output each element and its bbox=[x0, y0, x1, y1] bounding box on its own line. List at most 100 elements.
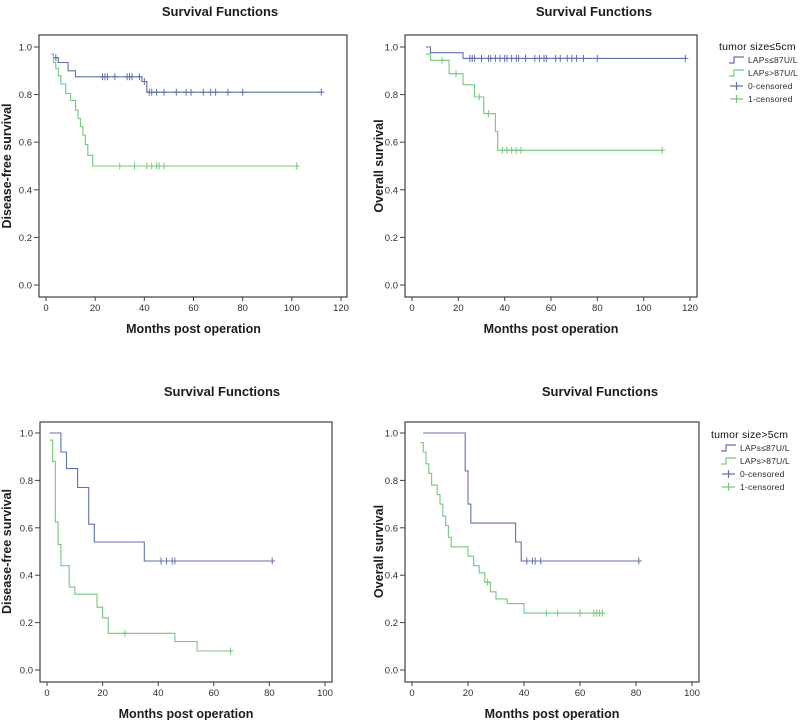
censor-mark bbox=[163, 557, 170, 565]
x-axis-label: Months post operation bbox=[484, 322, 619, 336]
plus-censor-icon bbox=[722, 470, 735, 478]
legend-tumor-size-gt5cm: tumor size>5cm LAPs≤87U/L LAPs>87U/L 0-c… bbox=[711, 429, 790, 493]
survival-curve-low-laps bbox=[49, 432, 273, 562]
censor-mark bbox=[478, 54, 485, 62]
y-tick-label: 0.8 bbox=[385, 476, 398, 487]
censor-mark bbox=[153, 88, 160, 96]
survival-curve-high-laps bbox=[425, 53, 663, 151]
step-line-icon bbox=[729, 69, 744, 77]
x-tick-label: 0 bbox=[409, 303, 414, 314]
censor-mark bbox=[485, 110, 492, 118]
censor-mark bbox=[453, 70, 460, 78]
y-tick-label: 0.4 bbox=[385, 571, 398, 582]
legend-item: LAPs≤87U/L bbox=[711, 442, 790, 454]
y-tick-label: 0.0 bbox=[20, 666, 33, 677]
legend-item: 1-censored bbox=[719, 93, 798, 105]
censor-mark bbox=[659, 146, 666, 154]
censor-mark bbox=[104, 73, 111, 81]
x-tick-label: 100 bbox=[317, 688, 333, 699]
y-tick-label: 0.6 bbox=[385, 138, 398, 149]
censor-mark bbox=[523, 557, 530, 565]
x-axis-label: Months post operation bbox=[126, 322, 261, 336]
censor-mark bbox=[293, 162, 300, 170]
step-line-icon bbox=[721, 444, 736, 452]
x-tick-label: 100 bbox=[684, 688, 700, 699]
chart-title: Survival Functions bbox=[162, 4, 278, 19]
survival-curve-high-laps bbox=[420, 441, 603, 614]
x-tick-label: 60 bbox=[209, 688, 220, 699]
y-tick-label: 0.4 bbox=[385, 185, 398, 196]
censor-mark bbox=[171, 557, 178, 565]
censor-mark bbox=[635, 557, 642, 565]
censor-mark bbox=[136, 73, 143, 81]
survival-curve-high-laps bbox=[50, 53, 297, 167]
censor-mark bbox=[484, 578, 491, 586]
legend-item-label: LAPs≤87U/L bbox=[740, 443, 790, 453]
y-tick-label: 1.0 bbox=[20, 429, 33, 440]
censor-mark bbox=[476, 93, 483, 101]
censor-mark bbox=[121, 629, 128, 637]
legend-item-label: LAPs≤87U/L bbox=[748, 55, 798, 65]
y-tick-label: 0.0 bbox=[19, 281, 32, 292]
x-tick-label: 80 bbox=[237, 303, 248, 314]
y-axis-label: Overall survival bbox=[372, 505, 386, 598]
dfs-gt5cm-svg: 0 20 40 60 80 100 0.0 0.2 0.4 0.6 0.8 1.0 Survival F… bbox=[0, 384, 333, 720]
censor-mark bbox=[554, 609, 561, 617]
legend-title: tumor size≤5cm bbox=[719, 41, 796, 53]
chart-disease-free-survival-gt5cm: 0 20 40 60 80 100 0.0 0.2 0.4 0.6 0.8 1.0 Survival F… bbox=[0, 380, 370, 720]
censor-mark bbox=[161, 88, 167, 96]
censor-mark bbox=[200, 88, 207, 96]
os-le5cm-svg: 0 20 40 60 80 100 120 0.0 0.2 0.4 0.6 0.8 1.0 Surviva… bbox=[372, 4, 698, 336]
y-tick-label: 0.8 bbox=[385, 90, 398, 101]
legend-tumor-size-le5cm: tumor size≤5cm LAPs≤87U/L LAPs>87U/L 0-c… bbox=[719, 41, 798, 105]
censor-mark bbox=[577, 609, 583, 617]
survival-curve-low-laps bbox=[423, 432, 639, 562]
y-tick-label: 0.4 bbox=[20, 571, 33, 582]
censor-mark bbox=[224, 88, 231, 96]
y-tick-label: 1.0 bbox=[19, 43, 32, 54]
dfs-le5cm-svg: 0 20 40 60 80 100 120 0.0 0.2 0.4 0.6 0.8 1.0 Surviva… bbox=[0, 4, 349, 336]
censor-mark bbox=[116, 162, 123, 170]
x-tick-label: 80 bbox=[592, 303, 603, 314]
censor-mark bbox=[111, 73, 118, 81]
censor-mark bbox=[239, 88, 246, 96]
chart-title: Survival Functions bbox=[536, 4, 652, 19]
legend-item-label: 1-censored bbox=[740, 482, 785, 492]
legend-title: tumor size>5cm bbox=[711, 429, 789, 441]
legend-item-label: 0-censored bbox=[748, 81, 793, 91]
plus-censor-icon bbox=[730, 82, 743, 90]
legend-item-label: LAPs>87U/L bbox=[740, 456, 790, 466]
chart-title: Survival Functions bbox=[542, 384, 658, 399]
censor-mark bbox=[129, 73, 136, 81]
y-tick-label: 0.0 bbox=[385, 281, 398, 292]
survival-curve-high-laps bbox=[49, 439, 231, 652]
censor-mark bbox=[318, 88, 325, 96]
legend-item: 0-censored bbox=[711, 468, 790, 480]
y-axis-label: Disease-free survival bbox=[0, 489, 14, 614]
censor-mark bbox=[517, 146, 524, 154]
censor-mark bbox=[131, 162, 138, 170]
censor-mark bbox=[157, 557, 164, 565]
censor-mark bbox=[439, 56, 446, 64]
censor-mark bbox=[543, 609, 550, 617]
x-tick-label: 40 bbox=[139, 303, 150, 314]
legend-item-label: LAPs>87U/L bbox=[748, 68, 798, 78]
chart-disease-free-survival-le5cm: 0 20 40 60 80 100 120 0.0 0.2 0.4 0.6 0.8 1.0 Surviva… bbox=[0, 0, 370, 350]
chart-title: Survival Functions bbox=[164, 384, 280, 399]
censor-mark bbox=[515, 54, 522, 62]
censor-mark bbox=[557, 54, 564, 62]
os-gt5cm-svg: 0 20 40 60 80 100 0.0 0.2 0.4 0.6 0.8 1.0 Survival F… bbox=[372, 384, 700, 720]
censor-mark bbox=[188, 88, 195, 96]
y-tick-label: 0.2 bbox=[385, 618, 398, 629]
x-tick-label: 120 bbox=[682, 303, 698, 314]
censor-mark bbox=[269, 557, 276, 565]
censor-mark bbox=[173, 88, 180, 96]
y-axis-label: Overall survival bbox=[372, 119, 386, 212]
x-tick-label: 60 bbox=[546, 303, 557, 314]
x-tick-label: 100 bbox=[636, 303, 652, 314]
y-tick-label: 0.2 bbox=[20, 618, 33, 629]
x-tick-label: 0 bbox=[409, 688, 414, 699]
censor-mark bbox=[573, 54, 580, 62]
censor-mark bbox=[543, 54, 550, 62]
